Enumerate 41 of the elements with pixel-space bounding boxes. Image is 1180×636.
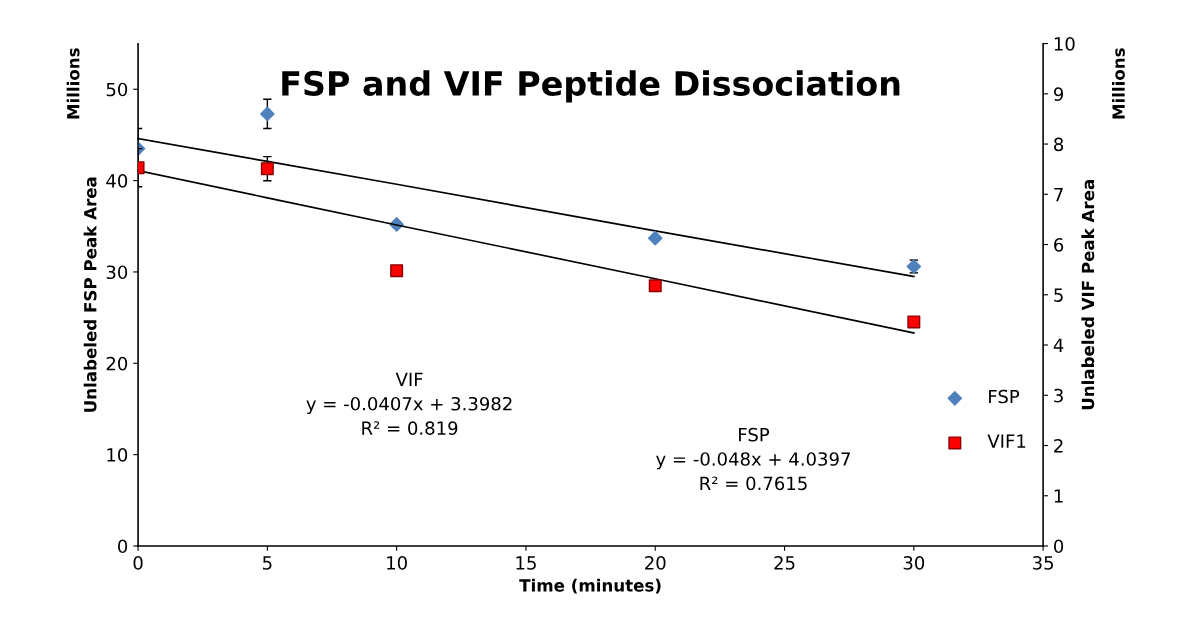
x-axis-title: Time (minutes)	[519, 578, 661, 594]
point	[647, 230, 663, 246]
y2-tick-label: 10	[1054, 37, 1075, 51]
text: FSP and VIF Peptide Dissociation	[282, 70, 900, 103]
y2-tick-label: 8	[1054, 137, 1064, 152]
x-tick-label: 20	[645, 556, 666, 570]
y-tick-label: 30	[106, 265, 128, 280]
legend-label: VIF1	[987, 434, 1026, 448]
y-tick-label: 50	[106, 82, 128, 97]
x-tick-label: 30	[903, 556, 925, 570]
y2-tick-label: 4	[1053, 338, 1064, 352]
annotation: FSP y = -0.048x + 4.0397 R² = 0.7615	[656, 427, 850, 491]
x-tick-label: 25	[774, 556, 795, 570]
y-tick-label: 10	[107, 448, 128, 462]
point	[260, 162, 274, 176]
point	[648, 279, 662, 293]
y2-tick-label: 2	[1054, 438, 1063, 453]
y2-tick-label: 9	[1053, 87, 1064, 101]
legend-label: FSP	[989, 389, 1020, 404]
x-tick-label: 15	[516, 556, 536, 570]
y2-tick-label: 5	[1054, 288, 1063, 302]
x-tick-label: 5	[263, 556, 272, 570]
y2-tick-label: 1	[1054, 489, 1063, 503]
y2-tick-label: 0	[1054, 539, 1064, 554]
y2-tick-label: 6	[1054, 238, 1064, 252]
point	[260, 106, 275, 122]
y2-tick-label: 7	[1054, 187, 1063, 202]
y-tick-label: 20	[106, 356, 128, 371]
annotation: VIF y = -0.0407x + 3.3982 R² = 0.819	[306, 372, 512, 435]
y-axis-title: Unlabeled FSP Peak Area	[83, 177, 97, 412]
point	[907, 315, 921, 329]
point	[390, 264, 404, 278]
y-tick-label: 40	[106, 174, 128, 188]
x-tick-label: 10	[387, 556, 407, 570]
text: Millions	[1111, 48, 1125, 119]
y2-axis-title: Unlabeled VIF Peak Area	[1081, 180, 1095, 410]
y-tick-label: 0	[118, 539, 128, 554]
text: Millions	[66, 48, 80, 119]
x-tick-label: 35	[1033, 556, 1054, 570]
x-tick-label: 0	[133, 556, 143, 570]
y2-tick-label: 3	[1054, 388, 1063, 403]
